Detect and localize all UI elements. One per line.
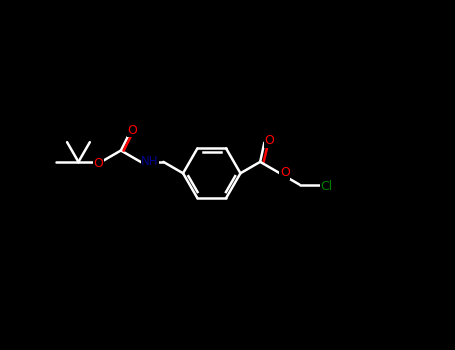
Text: NH: NH bbox=[142, 155, 159, 168]
Text: O: O bbox=[264, 134, 274, 147]
Text: Cl: Cl bbox=[320, 180, 333, 193]
Text: O: O bbox=[93, 157, 103, 170]
Text: O: O bbox=[127, 124, 137, 137]
Text: O: O bbox=[280, 166, 290, 179]
